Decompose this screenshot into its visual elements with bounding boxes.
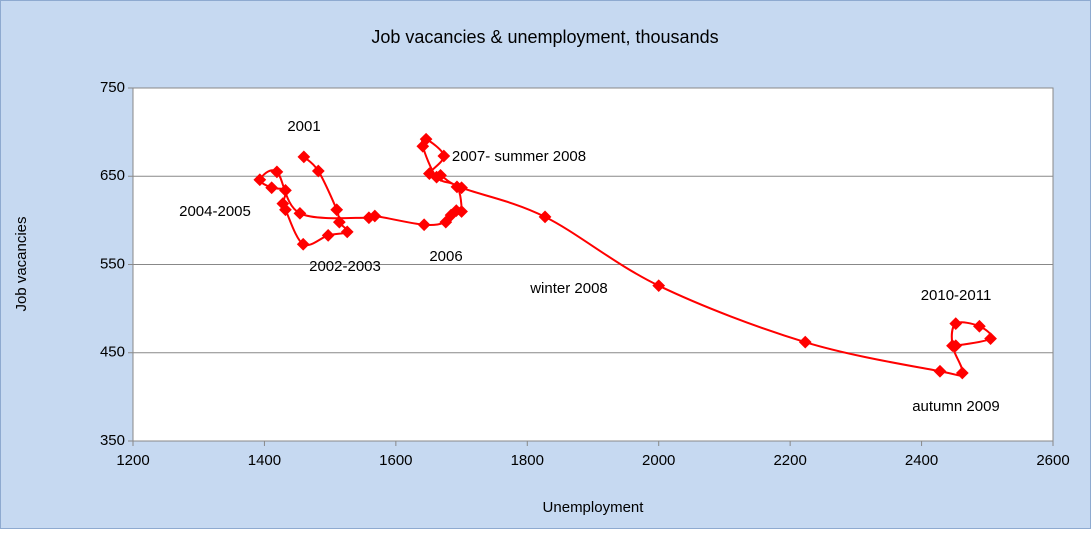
x-tick-label: 1600 <box>379 452 412 469</box>
annotation: 2007- summer 2008 <box>452 148 586 165</box>
x-tick-label: 2200 <box>773 452 806 469</box>
x-tick-label: 2000 <box>642 452 675 469</box>
marker <box>368 209 382 223</box>
marker <box>297 150 311 164</box>
annotation: 2010-2011 <box>921 287 992 304</box>
x-axis-label: Unemployment <box>543 499 645 516</box>
marker <box>270 165 284 179</box>
annotation: autumn 2009 <box>912 398 1000 415</box>
marker <box>455 181 468 195</box>
y-tick-label: 650 <box>100 167 125 184</box>
marker <box>340 225 354 239</box>
annotation: 2006 <box>429 248 462 265</box>
x-tick-label: 1800 <box>511 452 544 469</box>
y-tick-label: 550 <box>100 255 125 272</box>
x-tick-label: 2400 <box>905 452 938 469</box>
marker <box>455 205 468 218</box>
x-tick-label: 2600 <box>1036 452 1069 469</box>
marker <box>434 169 447 182</box>
marker <box>417 218 431 232</box>
chart-title: Job vacancies & unemployment, thousands <box>371 27 718 47</box>
marker <box>423 167 436 180</box>
y-tick-label: 750 <box>100 79 125 96</box>
annotation: 2004-2005 <box>179 203 251 220</box>
marker <box>296 237 310 251</box>
marker <box>293 206 307 220</box>
marker <box>437 149 451 163</box>
annotation: 2002-2003 <box>309 258 381 275</box>
y-tick-label: 450 <box>100 344 125 361</box>
marker <box>419 132 433 146</box>
marker <box>311 164 325 178</box>
marker <box>265 181 279 195</box>
marker <box>321 229 335 242</box>
annotation: 2001 <box>287 118 320 135</box>
marker <box>330 203 344 217</box>
marker <box>279 184 292 197</box>
x-tick-label: 1200 <box>116 452 149 469</box>
y-axis-label: Job vacancies <box>13 216 30 311</box>
y-tick-label: 350 <box>100 432 125 449</box>
marker <box>276 197 290 210</box>
marker <box>332 215 346 229</box>
annotation: winter 2008 <box>529 280 608 297</box>
x-tick-label: 1400 <box>248 452 281 469</box>
